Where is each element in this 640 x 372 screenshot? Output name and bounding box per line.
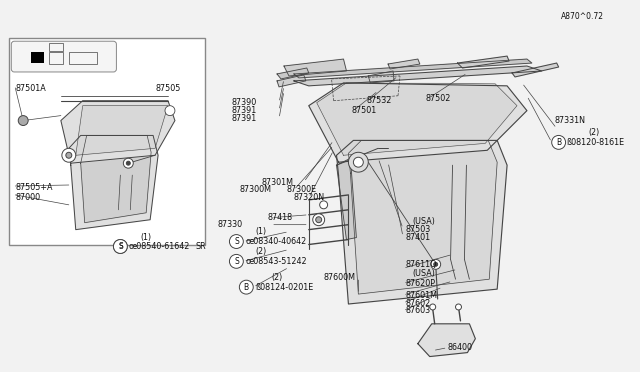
Text: 87401: 87401: [406, 233, 431, 242]
Circle shape: [552, 135, 566, 149]
Text: 87300M: 87300M: [239, 186, 271, 195]
Text: 87503: 87503: [406, 225, 431, 234]
Text: S: S: [234, 237, 239, 246]
Polygon shape: [388, 59, 420, 69]
Polygon shape: [458, 56, 509, 68]
Circle shape: [456, 304, 461, 310]
Polygon shape: [81, 135, 151, 223]
Text: 87532: 87532: [366, 96, 392, 105]
Bar: [49, 52, 63, 64]
Text: ß08120-8161E: ß08120-8161E: [566, 138, 625, 147]
Polygon shape: [308, 83, 527, 162]
Text: 87418: 87418: [267, 213, 292, 222]
Polygon shape: [277, 68, 308, 79]
Circle shape: [113, 240, 127, 253]
Text: 87501A: 87501A: [15, 84, 46, 93]
Circle shape: [239, 280, 253, 294]
Polygon shape: [418, 324, 476, 356]
Text: 87330: 87330: [218, 220, 243, 229]
Text: B: B: [556, 138, 561, 147]
Text: ß08124-0201E: ß08124-0201E: [255, 283, 314, 292]
Circle shape: [230, 254, 243, 268]
Text: 87505+A: 87505+A: [15, 183, 52, 192]
Text: œ08340-40642: œ08340-40642: [245, 237, 307, 246]
Text: 87505: 87505: [155, 84, 180, 93]
Polygon shape: [317, 83, 517, 155]
Circle shape: [113, 240, 127, 253]
Text: 87301M: 87301M: [261, 177, 293, 186]
Text: (2): (2): [588, 128, 600, 137]
Circle shape: [62, 148, 76, 162]
Text: B: B: [244, 283, 249, 292]
Text: (2): (2): [255, 247, 266, 256]
Text: 87611Q: 87611Q: [406, 260, 438, 269]
Text: (1): (1): [255, 227, 266, 236]
Circle shape: [431, 259, 441, 269]
Text: (1): (1): [140, 233, 151, 242]
Bar: [69, 52, 97, 64]
Text: S: S: [118, 244, 123, 250]
Text: œ08543-51242: œ08543-51242: [245, 257, 307, 266]
Text: œ08540-61642: œ08540-61642: [128, 242, 189, 251]
Polygon shape: [76, 106, 168, 155]
Text: 87390: 87390: [232, 98, 257, 107]
Circle shape: [66, 152, 72, 158]
Circle shape: [353, 157, 364, 167]
Polygon shape: [284, 59, 346, 76]
FancyBboxPatch shape: [12, 41, 116, 72]
Circle shape: [230, 235, 243, 248]
Text: 87501: 87501: [351, 106, 377, 115]
Text: 86400: 86400: [447, 343, 472, 352]
Text: 87300E: 87300E: [287, 186, 317, 195]
Polygon shape: [368, 71, 394, 83]
Polygon shape: [61, 101, 175, 163]
Text: 87603: 87603: [406, 307, 431, 315]
Circle shape: [316, 217, 322, 223]
Bar: [49, 43, 63, 51]
Text: 87391: 87391: [232, 114, 257, 123]
Text: 87502: 87502: [426, 94, 451, 103]
Polygon shape: [294, 66, 542, 86]
Circle shape: [313, 214, 324, 226]
Polygon shape: [512, 63, 559, 77]
Circle shape: [124, 158, 133, 168]
Circle shape: [165, 106, 175, 116]
Circle shape: [429, 304, 436, 310]
Text: 87601M: 87601M: [406, 291, 438, 299]
Text: 87602: 87602: [406, 298, 431, 308]
Text: (USA): (USA): [412, 217, 435, 226]
Text: A870^0.72: A870^0.72: [561, 12, 604, 22]
Circle shape: [348, 152, 368, 172]
Polygon shape: [337, 140, 507, 304]
Text: (USA): (USA): [412, 269, 435, 278]
Circle shape: [319, 201, 328, 209]
Polygon shape: [337, 158, 356, 240]
Circle shape: [19, 116, 28, 125]
Polygon shape: [294, 59, 532, 78]
Text: 87331N: 87331N: [555, 116, 586, 125]
Polygon shape: [348, 140, 497, 294]
Text: 87320N: 87320N: [294, 193, 325, 202]
FancyBboxPatch shape: [10, 38, 205, 244]
Circle shape: [126, 161, 131, 165]
Polygon shape: [277, 75, 306, 87]
Text: SR: SR: [196, 242, 206, 251]
Text: 87620P: 87620P: [406, 279, 436, 288]
Text: (2): (2): [271, 273, 282, 282]
Text: S: S: [118, 242, 123, 251]
Bar: [31, 52, 44, 63]
Text: 87391: 87391: [232, 106, 257, 115]
Text: S: S: [234, 257, 239, 266]
Polygon shape: [69, 135, 158, 230]
Circle shape: [434, 262, 438, 266]
Text: 87000: 87000: [15, 193, 40, 202]
Text: 87600M: 87600M: [324, 273, 356, 282]
